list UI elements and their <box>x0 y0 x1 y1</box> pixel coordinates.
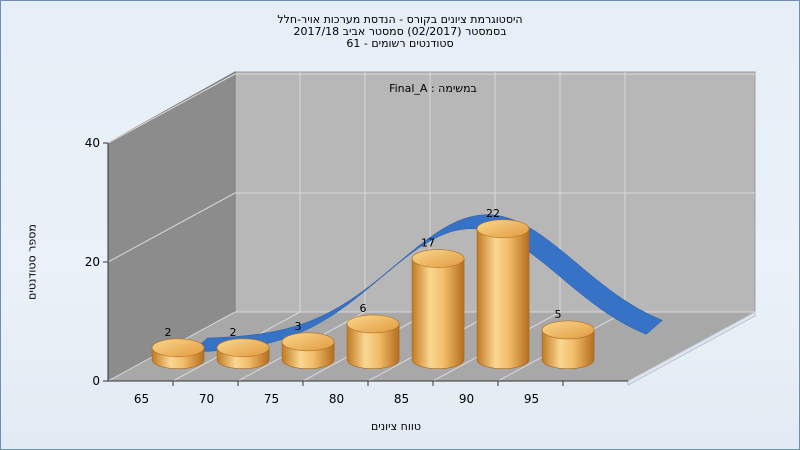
x-ticks: 65 70 75 80 85 90 95 <box>134 381 564 406</box>
bar-value-label: 5 <box>555 308 562 321</box>
bar: 22 <box>476 207 530 369</box>
bar-value-label: 17 <box>421 237 435 250</box>
bar-value-label: 6 <box>360 302 367 315</box>
bar: 5 <box>541 308 595 369</box>
chart-title-line-3: סטודנטים רשומים - 61 <box>346 37 454 50</box>
y-tick-label: 40 <box>85 136 100 150</box>
bar-value-label: 3 <box>295 320 302 333</box>
chart-title-line-1: היסטוגרמת ציונים בקורס - הנדסת מערכות או… <box>277 13 523 26</box>
x-tick-label: 65 <box>134 392 149 406</box>
y-ticks: 0 20 40 <box>85 136 108 388</box>
bar: 17 <box>411 237 465 369</box>
x-axis-label: טווח ציונים <box>371 420 421 433</box>
normal-curve-ribbon <box>190 214 663 353</box>
grid-lines <box>107 72 755 382</box>
y-axis-label: מספר סטודנטים <box>25 224 39 300</box>
x-tick-label: 85 <box>394 392 409 406</box>
x-tick-label: 90 <box>459 392 474 406</box>
y-tick-label: 20 <box>85 255 100 269</box>
bar-value-label: 22 <box>486 207 500 220</box>
bar-value-label: 2 <box>230 326 237 339</box>
y-tick-label: 0 <box>92 374 100 388</box>
bar: 2 <box>151 326 205 369</box>
chart-title-line-2: בסמסטר (02/2017) סמסטר אביב 2017/18 <box>293 25 507 38</box>
x-tick-label: 75 <box>264 392 279 406</box>
x-tick-label: 80 <box>329 392 344 406</box>
bar: 3 <box>281 320 335 369</box>
floor-front-edge <box>627 311 756 386</box>
bar: 2 <box>216 326 270 369</box>
bar-value-label: 2 <box>165 326 172 339</box>
bar: 6 <box>346 302 400 369</box>
x-tick-label: 70 <box>199 392 214 406</box>
series-legend-label: במשימה : Final_A <box>389 82 477 95</box>
x-tick-label: 95 <box>524 392 539 406</box>
